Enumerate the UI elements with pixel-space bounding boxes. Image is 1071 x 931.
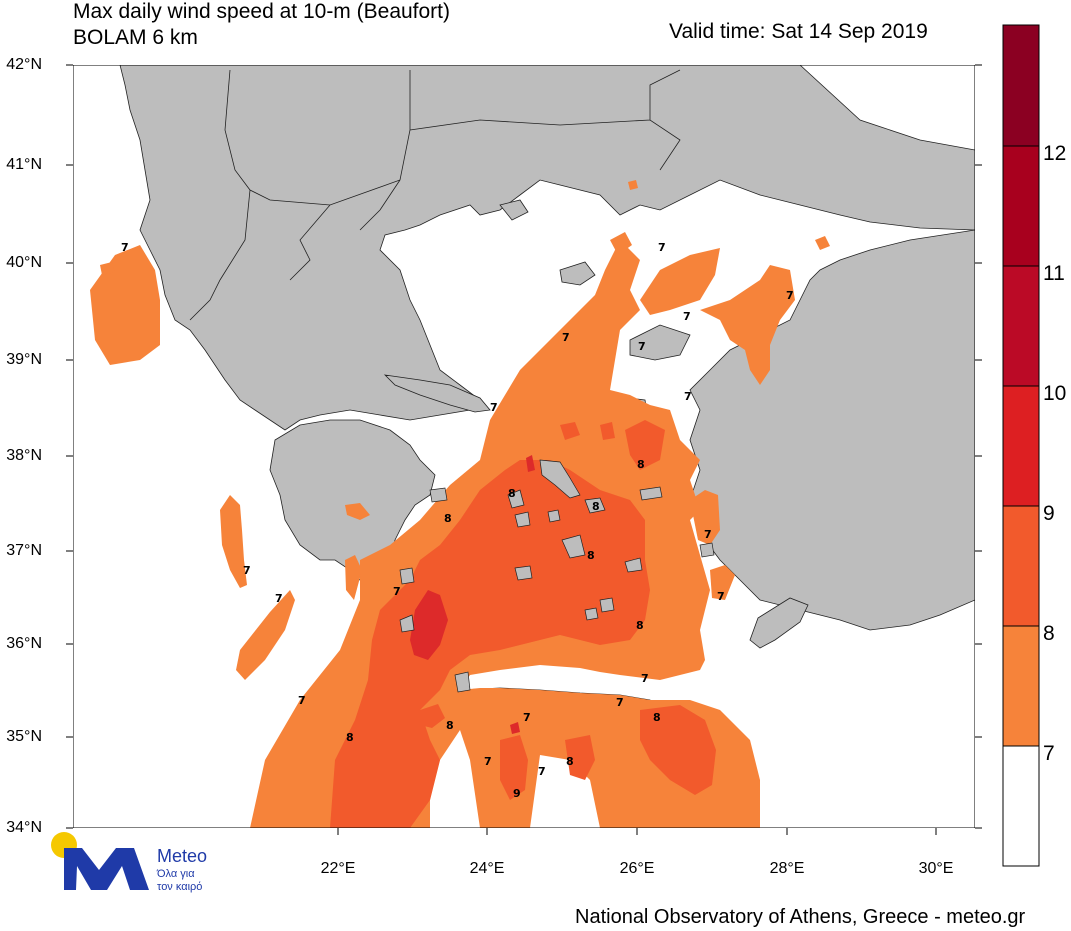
lat-label-35: 35°N — [6, 728, 42, 745]
contour-label: 7 — [641, 672, 649, 685]
contour-label: 7 — [275, 592, 283, 605]
colorbar-label-11: 11 — [1043, 262, 1065, 285]
colorbar-seg-11-12 — [1002, 145, 1040, 267]
contour-label: 8 — [636, 619, 644, 632]
map-title: Max daily wind speed at 10-m (Beaufort) — [73, 0, 451, 23]
border-lines — [189, 69, 681, 321]
colorbar-seg-9-10 — [1002, 385, 1040, 507]
lon-label-22: 22°E — [320, 860, 356, 877]
lon-label-28: 28°E — [769, 860, 805, 877]
land-euboea — [383, 374, 491, 413]
land-lemnos — [559, 261, 596, 286]
meteo-logo-mark — [51, 832, 149, 890]
contour-label: 7 — [393, 585, 401, 598]
lat-label-40: 40°N — [6, 254, 42, 271]
land-lesvos — [629, 324, 691, 361]
colorbar — [1002, 24, 1040, 867]
model-name: BOLAM 6 km — [73, 26, 198, 49]
contour-label: 8 — [446, 719, 454, 732]
contour-label: 7 — [298, 694, 306, 707]
contour-label: 7 — [638, 340, 646, 353]
lat-label-42: 42°N — [6, 56, 42, 73]
axis-ticks — [66, 64, 982, 835]
logo-tagline-2: τον καιρό — [157, 881, 203, 893]
contour-label: 7 — [243, 564, 251, 577]
contour-label: 8 — [653, 711, 661, 724]
colorbar-label-9: 9 — [1043, 502, 1055, 525]
colorbar-seg-10-11 — [1002, 265, 1040, 387]
lon-label-30: 30°E — [918, 860, 954, 877]
contour-label: 9 — [513, 787, 521, 800]
m-letter-icon — [64, 848, 149, 890]
contour-label: 8 — [566, 755, 574, 768]
lat-label-36: 36°N — [6, 635, 42, 652]
contour-label: 7 — [490, 401, 498, 414]
lon-label-26: 26°E — [619, 860, 655, 877]
land-thasos — [499, 199, 529, 221]
colorbar-seg-8-9 — [1002, 505, 1040, 627]
contour-label: 7 — [684, 390, 692, 403]
wind-band-9-10 — [410, 455, 535, 734]
contour-label: 7 — [523, 711, 531, 724]
contour-label: 7 — [658, 241, 666, 254]
logo-tagline-1: Όλα για — [157, 868, 195, 880]
aegean-islands — [399, 459, 715, 693]
contour-label: 8 — [346, 731, 354, 744]
colorbar-label-10: 10 — [1043, 382, 1067, 405]
lat-label-37: 37°N — [6, 542, 42, 559]
colorbar-seg-7-8 — [1002, 625, 1040, 747]
lat-label-38: 38°N — [6, 447, 42, 464]
contour-label: 8 — [444, 512, 452, 525]
lat-label-41: 41°N — [6, 156, 42, 173]
contour-label: 7 — [683, 310, 691, 323]
contour-label: 7 — [704, 528, 712, 541]
colorbar-label-7: 7 — [1043, 742, 1055, 765]
logo-name: Meteo — [157, 846, 208, 866]
contour-label: 7 — [786, 289, 794, 302]
footer-credit: National Observatory of Athens, Greece -… — [575, 906, 1026, 928]
contour-label: 7 — [121, 241, 129, 254]
contour-label: 7 — [717, 590, 725, 603]
land-anatolia — [689, 229, 975, 631]
contour-label: 7 — [562, 331, 570, 344]
contour-label: 8 — [587, 549, 595, 562]
lat-label-34: 34°N — [6, 819, 42, 836]
colorbar-label-12: 12 — [1043, 142, 1067, 165]
contour-label: 7 — [538, 765, 546, 778]
contour-label: 8 — [508, 487, 516, 500]
colorbar-label-8: 8 — [1043, 622, 1055, 645]
contour-label: 7 — [616, 696, 624, 709]
colorbar-seg-12-13 — [1002, 24, 1040, 147]
valid-time: Valid time: Sat 14 Sep 2019 — [669, 20, 928, 43]
land-rhodes — [749, 597, 809, 649]
land-balkans — [119, 65, 975, 431]
contour-label: 8 — [592, 500, 600, 513]
lon-label-24: 24°E — [469, 860, 505, 877]
contour-label: 8 — [637, 458, 645, 471]
colorbar-seg-below-7 — [1002, 745, 1040, 867]
contour-label: 7 — [484, 755, 492, 768]
lat-label-39: 39°N — [6, 351, 42, 368]
